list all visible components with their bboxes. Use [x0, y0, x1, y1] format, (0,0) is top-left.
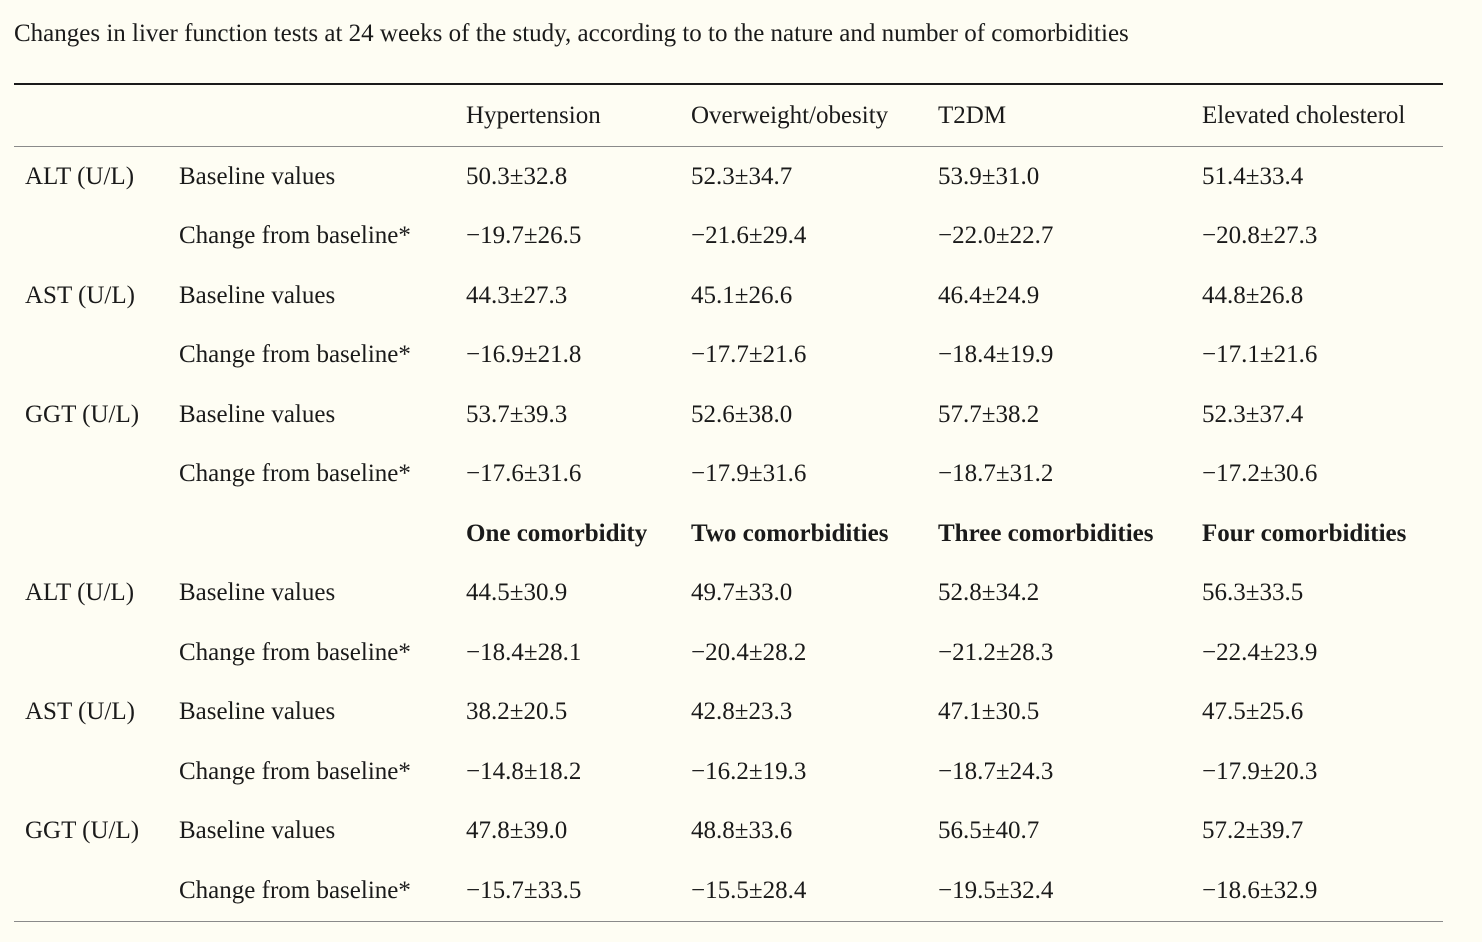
measure-label: Change from baseline* [179, 757, 411, 785]
measure-label: Baseline values [179, 579, 336, 607]
value-cell: −18.7±31.2 [938, 460, 1054, 488]
header-three-comorbidities: Three comorbidities [938, 519, 1154, 547]
value-cell: −16.9±21.8 [466, 341, 582, 369]
test-label: ALT (U/L) [25, 579, 135, 607]
value-cell: −20.8±27.3 [1202, 222, 1318, 250]
value-cell: −14.8±18.2 [466, 757, 582, 785]
value-cell: −22.0±22.7 [938, 222, 1054, 250]
value-cell: 47.8±39.0 [466, 817, 568, 845]
measure-label: Change from baseline* [179, 638, 411, 666]
header-t2dm: T2DM [938, 101, 1007, 129]
value-cell: −18.7±24.3 [938, 757, 1054, 785]
header-elevated-cholesterol: Elevated cholesterol [1202, 101, 1406, 129]
value-cell: −18.4±19.9 [938, 341, 1054, 369]
measure-label: Change from baseline* [179, 222, 411, 250]
measure-label: Baseline values [179, 817, 336, 845]
value-cell: −15.7±33.5 [466, 876, 582, 904]
value-cell: 52.6±38.0 [691, 400, 793, 428]
header-four-comorbidities: Four comorbidities [1202, 519, 1407, 547]
measure-label: Change from baseline* [179, 460, 411, 488]
header-two-comorbidities: Two comorbidities [691, 519, 889, 547]
value-cell: −17.7±21.6 [691, 341, 807, 369]
table-row: AST (U/L) Baseline values 44.3±27.3 45.1… [14, 266, 1443, 326]
test-label: GGT (U/L) [25, 817, 140, 845]
value-cell: 57.7±38.2 [938, 400, 1040, 428]
value-cell: −19.7±26.5 [466, 222, 582, 250]
value-cell: −21.2±28.3 [938, 638, 1054, 666]
value-cell: −18.4±28.1 [466, 638, 582, 666]
value-cell: −21.6±29.4 [691, 222, 807, 250]
value-cell: 44.5±30.9 [466, 579, 568, 607]
value-cell: −17.2±30.6 [1202, 460, 1318, 488]
value-cell: −17.6±31.6 [466, 460, 582, 488]
table-header-rule [14, 146, 1443, 147]
value-cell: 57.2±39.7 [1202, 817, 1304, 845]
value-cell: −15.5±28.4 [691, 876, 807, 904]
measure-label: Change from baseline* [179, 341, 411, 369]
value-cell: −20.4±28.2 [691, 638, 807, 666]
value-cell: 51.4±33.4 [1202, 162, 1304, 190]
table-header-row: Hypertension Overweight/obesity T2DM Ele… [14, 85, 1443, 146]
table-top-rule [14, 83, 1443, 85]
section-header-row: One comorbidity Two comorbidities Three … [14, 504, 1443, 564]
value-cell: −17.9±20.3 [1202, 757, 1318, 785]
value-cell: 47.5±25.6 [1202, 698, 1304, 726]
value-cell: −16.2±19.3 [691, 757, 807, 785]
value-cell: 45.1±26.6 [691, 281, 793, 309]
value-cell: 52.3±37.4 [1202, 400, 1304, 428]
value-cell: 53.9±31.0 [938, 162, 1040, 190]
value-cell: −19.5±32.4 [938, 876, 1054, 904]
value-cell: 46.4±24.9 [938, 281, 1040, 309]
measure-label: Baseline values [179, 162, 336, 190]
test-label: AST (U/L) [25, 281, 135, 309]
value-cell: 50.3±32.8 [466, 162, 568, 190]
test-label: AST (U/L) [25, 698, 135, 726]
header-one-comorbidity: One comorbidity [466, 519, 648, 547]
table-row: GGT (U/L) Baseline values 53.7±39.3 52.6… [14, 385, 1443, 445]
value-cell: 44.3±27.3 [466, 281, 568, 309]
table-row: ALT (U/L) Baseline values 44.5±30.9 49.7… [14, 564, 1443, 624]
table-row: Change from baseline* −14.8±18.2 −16.2±1… [14, 742, 1443, 802]
table-bottom-rule [14, 920, 1443, 922]
value-cell: −17.9±31.6 [691, 460, 807, 488]
value-cell: −17.1±21.6 [1202, 341, 1318, 369]
table-row: GGT (U/L) Baseline values 47.8±39.0 48.8… [14, 802, 1443, 862]
header-hypertension: Hypertension [466, 101, 601, 129]
measure-label: Baseline values [179, 698, 336, 726]
value-cell: 49.7±33.0 [691, 579, 793, 607]
table-row: Change from baseline* −18.4±28.1 −20.4±2… [14, 623, 1443, 683]
measure-label: Change from baseline* [179, 876, 411, 904]
test-label: ALT (U/L) [25, 162, 135, 190]
value-cell: 56.3±33.5 [1202, 579, 1304, 607]
table-row: Change from baseline* −15.7±33.5 −15.5±2… [14, 861, 1443, 921]
value-cell: 38.2±20.5 [466, 698, 568, 726]
value-cell: 44.8±26.8 [1202, 281, 1304, 309]
value-cell: 53.7±39.3 [466, 400, 568, 428]
table-row: Change from baseline* −19.7±26.5 −21.6±2… [14, 207, 1443, 267]
value-cell: −22.4±23.9 [1202, 638, 1318, 666]
measure-label: Baseline values [179, 281, 336, 309]
table-caption: Changes in liver function tests at 24 we… [14, 20, 1129, 47]
value-cell: 56.5±40.7 [938, 817, 1040, 845]
value-cell: 42.8±23.3 [691, 698, 793, 726]
header-overweight-obesity: Overweight/obesity [691, 101, 889, 129]
value-cell: 52.8±34.2 [938, 579, 1040, 607]
measure-label: Baseline values [179, 400, 336, 428]
table-row: Change from baseline* −16.9±21.8 −17.7±2… [14, 326, 1443, 386]
value-cell: −18.6±32.9 [1202, 876, 1318, 904]
value-cell: 52.3±34.7 [691, 162, 793, 190]
value-cell: 48.8±33.6 [691, 817, 793, 845]
test-label: GGT (U/L) [25, 400, 140, 428]
liver-function-table: Hypertension Overweight/obesity T2DM Ele… [14, 83, 1443, 922]
value-cell: 47.1±30.5 [938, 698, 1040, 726]
table-row: Change from baseline* −17.6±31.6 −17.9±3… [14, 445, 1443, 505]
table-row: ALT (U/L) Baseline values 50.3±32.8 52.3… [14, 147, 1443, 207]
table-row: AST (U/L) Baseline values 38.2±20.5 42.8… [14, 683, 1443, 743]
